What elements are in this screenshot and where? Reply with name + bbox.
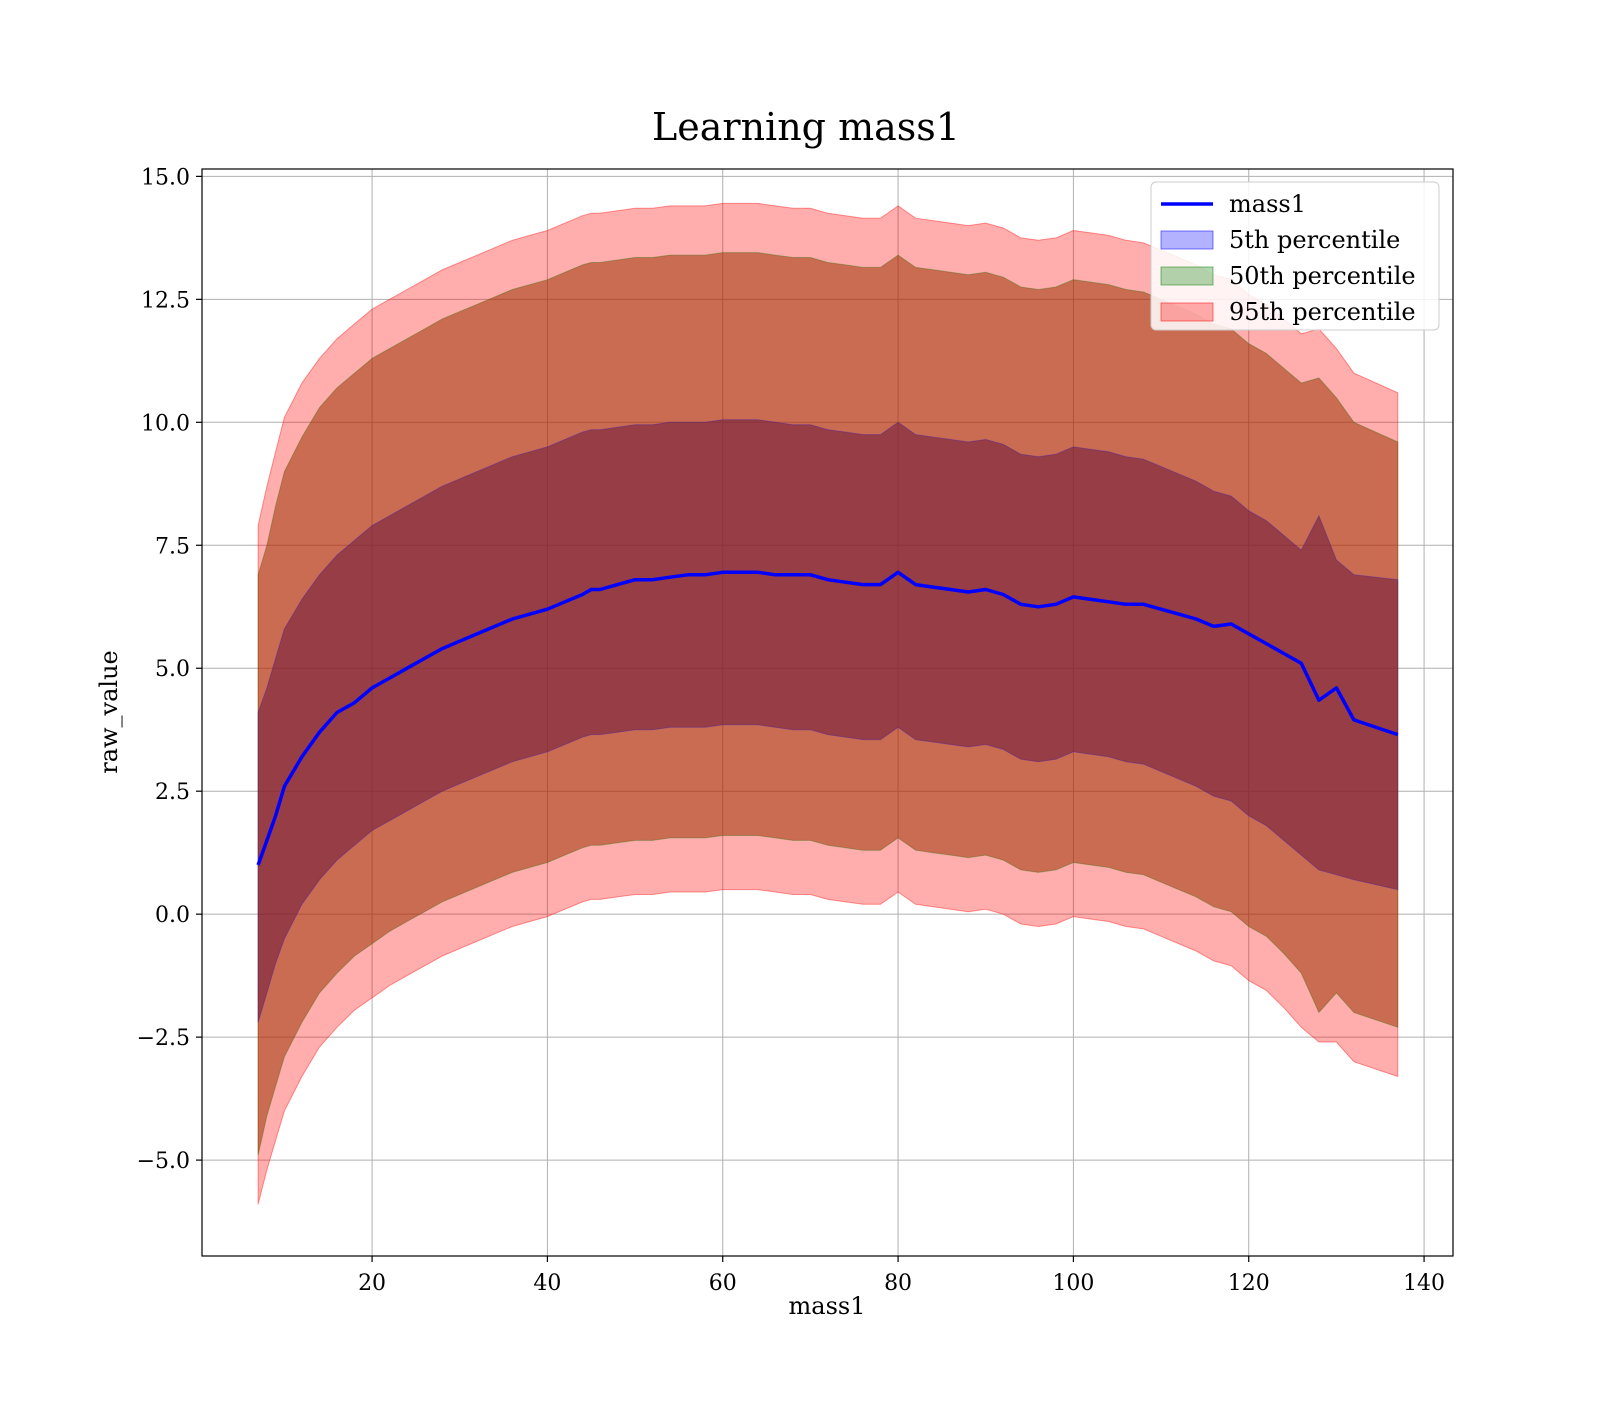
legend-50th-percentile-label: 50th percentile: [1229, 262, 1416, 290]
x-tick-label: 40: [533, 1271, 561, 1296]
legend-box: [1150, 181, 1440, 331]
x-tick-label: 60: [709, 1271, 737, 1296]
band-50th-percentile: [257, 252, 1399, 1156]
y-tick-label: 10.0: [141, 411, 190, 436]
x-axis-label: mass1: [789, 1292, 866, 1320]
band-50th-percentile-red-overlay: [258, 252, 1398, 1156]
x-tick-label: 80: [884, 1271, 912, 1296]
band-5th-percentile-red-overlay: [258, 419, 1398, 1023]
y-tick-label: −5.0: [137, 1149, 190, 1174]
y-tick-label: 7.5: [155, 534, 190, 559]
y-tick-label: 2.5: [155, 780, 190, 805]
percentile-bands: [257, 202, 1399, 1205]
legend: mass1 5th percentile 50th percentile 95th p…: [1150, 181, 1440, 331]
y-axis-ticks: −5.0 −2.5 0.0 2.5 5.0 7.5 10.0 12.5 15.0: [137, 165, 202, 1174]
legend-95th-percentile-swatch: [1160, 302, 1214, 322]
mass1-line: [256, 570, 1399, 866]
band-95th-percentile: [257, 202, 1399, 1205]
y-tick-label: 0.0: [155, 903, 190, 928]
band-5th-percentile: [257, 419, 1399, 1023]
plot-frame: [201, 168, 1454, 1257]
x-tick-label: 100: [1052, 1271, 1094, 1296]
x-tick-label: 120: [1228, 1271, 1270, 1296]
y-tick-label: −2.5: [137, 1026, 190, 1051]
y-tick-label: 5.0: [155, 657, 190, 682]
legend-mass1-label: mass1: [1229, 190, 1306, 218]
x-tick-label: 140: [1403, 1271, 1445, 1296]
legend-95th-percentile-label: 95th percentile: [1229, 298, 1416, 326]
legend-50th-percentile-swatch: [1160, 266, 1214, 286]
chart-title: Learning mass1: [652, 105, 960, 149]
y-tick-label: 12.5: [141, 288, 190, 313]
x-tick-label: 20: [358, 1271, 386, 1296]
legend-5th-percentile-label: 5th percentile: [1229, 226, 1400, 254]
legend-5th-percentile-swatch: [1160, 230, 1214, 250]
mass1-line-layer: [256, 570, 1399, 866]
y-axis-label: raw_value: [95, 650, 123, 774]
band-5th-percentile-green-overlay: [258, 419, 1398, 1023]
x-axis-ticks: 20 40 60 80 100 120 140: [358, 1256, 1445, 1296]
y-tick-label: 15.0: [141, 165, 190, 190]
